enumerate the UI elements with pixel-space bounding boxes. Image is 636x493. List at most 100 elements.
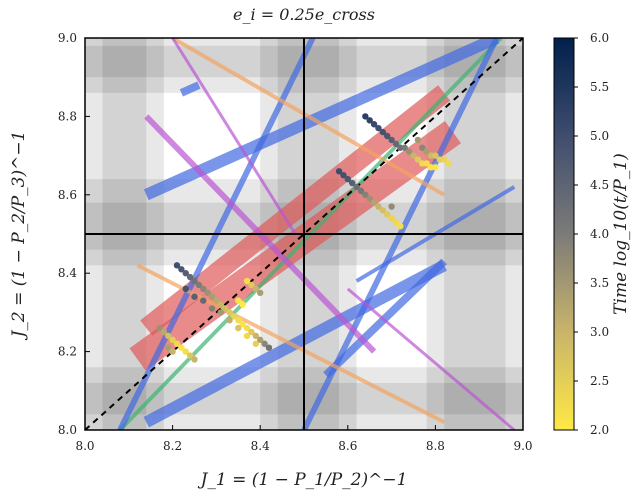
data-point xyxy=(405,148,413,155)
data-point xyxy=(410,152,417,159)
data-point xyxy=(165,344,172,351)
diagonal-dashed-line xyxy=(85,38,523,430)
data-point xyxy=(252,285,260,293)
data-point xyxy=(419,160,426,167)
data-point xyxy=(401,144,408,151)
data-point xyxy=(213,297,220,304)
colorbar-tick-label: 2.0 xyxy=(590,423,609,437)
colorbar-label: Time log_10(t/P_1) xyxy=(611,153,631,315)
data-point xyxy=(397,144,404,151)
y-tick-label: 8.0 xyxy=(58,423,77,437)
x-tick-label: 8.8 xyxy=(426,439,445,453)
colorbar-tick-label: 5.5 xyxy=(590,80,609,94)
data-point xyxy=(248,281,255,289)
data-point xyxy=(432,152,439,159)
data-point xyxy=(265,344,273,351)
data-point xyxy=(392,140,400,148)
data-point xyxy=(414,136,422,144)
colorbar-gradient xyxy=(553,37,575,431)
y-axis-ticks: 8.0 8.2 8.4 8.6 8.8 9.0 xyxy=(58,31,90,437)
x-axis-label: J_1 = (1 − P_1/P_2)^−1 xyxy=(198,470,408,490)
data-point xyxy=(423,148,430,155)
data-point xyxy=(427,152,435,159)
data-point xyxy=(239,301,246,308)
x-axis-ticks: 8.0 8.2 8.4 8.6 8.8 9.0 xyxy=(75,425,533,453)
resonance-strip xyxy=(323,258,447,378)
data-point xyxy=(388,215,395,222)
resonance-strip xyxy=(143,260,447,428)
data-point xyxy=(182,270,189,277)
colorbar-tick-label: 4.5 xyxy=(590,178,609,192)
data-point xyxy=(217,301,224,308)
data-point xyxy=(243,324,251,332)
resonance-strip xyxy=(140,85,451,336)
resonance-strip xyxy=(171,38,297,235)
data-point xyxy=(362,191,369,198)
data-point xyxy=(191,356,198,363)
data-point xyxy=(384,211,391,218)
colorbar-tick-label: 5.0 xyxy=(590,129,609,143)
data-point xyxy=(370,121,378,128)
x-tick-label: 8.2 xyxy=(163,439,182,453)
y-tick-label: 8.6 xyxy=(58,188,77,202)
data-point xyxy=(353,183,360,191)
data-point xyxy=(178,266,185,273)
resonance-strip xyxy=(143,38,500,201)
colorbar-tick-label: 3.5 xyxy=(590,276,609,290)
data-point xyxy=(243,332,251,340)
plot-area xyxy=(84,37,524,431)
data-point xyxy=(252,340,260,347)
data-point xyxy=(375,124,382,132)
data-point xyxy=(379,128,387,136)
y-tick-label: 8.4 xyxy=(58,266,77,280)
data-point xyxy=(427,164,435,171)
data-point xyxy=(186,273,194,281)
data-point xyxy=(384,132,391,140)
data-point xyxy=(235,324,242,332)
data-point xyxy=(156,324,163,332)
data-point xyxy=(243,277,251,285)
resonance-strip xyxy=(171,38,446,197)
data-point xyxy=(397,222,404,230)
data-point xyxy=(239,320,246,328)
scatter-points xyxy=(156,113,452,363)
data-point xyxy=(226,309,233,316)
data-point xyxy=(366,195,373,202)
data-point xyxy=(340,172,347,179)
data-point xyxy=(173,340,181,347)
colorbar-tick-label: 6.0 xyxy=(590,31,609,45)
data-point xyxy=(379,207,387,214)
data-point xyxy=(169,336,176,344)
data-point xyxy=(419,144,426,151)
data-point xyxy=(248,328,255,336)
data-point xyxy=(182,348,189,355)
plot-frame xyxy=(84,37,524,431)
data-point xyxy=(423,160,430,167)
data-point xyxy=(344,175,351,183)
x-tick-label: 8.0 xyxy=(75,439,94,453)
data-point xyxy=(221,305,229,312)
data-point xyxy=(388,136,395,144)
data-point xyxy=(432,164,439,171)
data-point xyxy=(200,297,207,304)
data-point xyxy=(348,179,356,187)
data-point xyxy=(257,336,264,344)
data-point xyxy=(169,348,176,355)
data-point xyxy=(195,281,203,289)
data-point xyxy=(230,313,238,320)
data-point xyxy=(160,328,168,336)
colorbar-tick-label: 3.0 xyxy=(590,325,609,339)
colorbar: 2.0 2.5 3.0 3.5 4.0 4.5 5.0 5.5 6.0 Time log_10(… xyxy=(553,31,631,437)
data-point xyxy=(261,340,268,347)
x-tick-label: 9.0 xyxy=(513,439,532,453)
colorbar-ticks: 2.0 2.5 3.0 3.5 4.0 4.5 5.0 5.5 6.0 xyxy=(574,31,609,437)
colorbar-tick-label: 2.5 xyxy=(590,374,609,388)
resonance-strip xyxy=(346,287,516,430)
data-point xyxy=(173,262,181,269)
data-point xyxy=(388,203,395,210)
data-point xyxy=(357,187,365,195)
resonance-strip xyxy=(136,263,446,424)
data-point xyxy=(335,168,343,175)
data-point xyxy=(235,297,242,304)
